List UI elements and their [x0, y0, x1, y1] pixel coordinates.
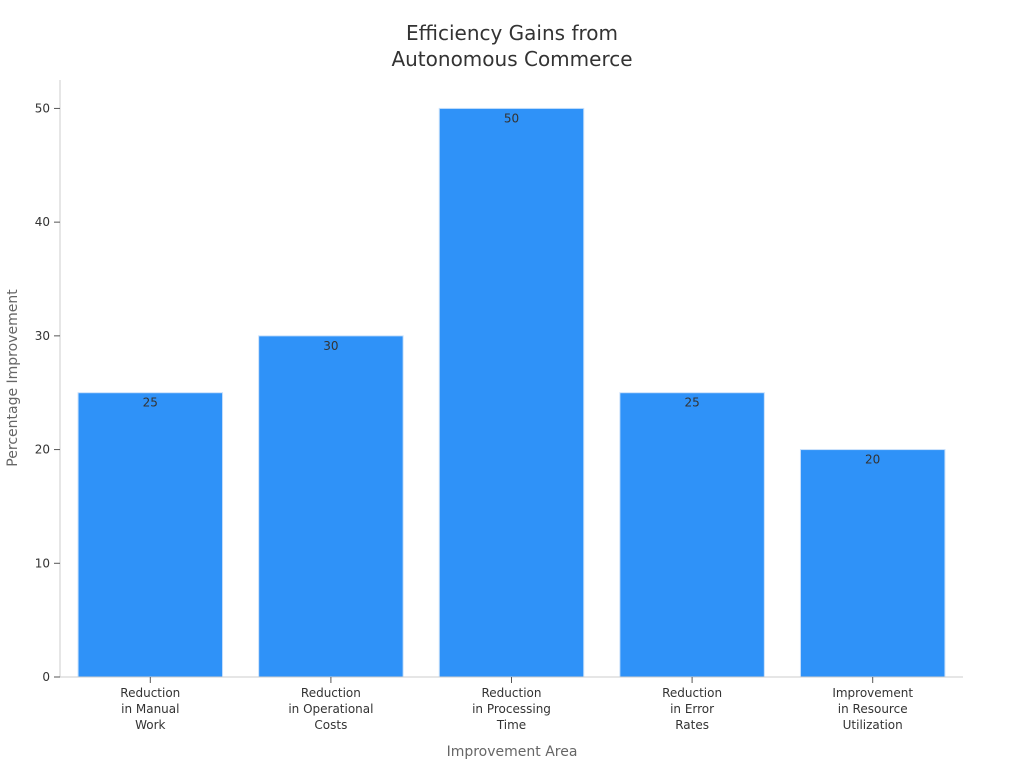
bar	[619, 392, 765, 678]
bar	[799, 449, 946, 678]
bar-value-label: 25	[684, 396, 699, 410]
x-axis-label: Improvement Area	[447, 744, 578, 760]
x-tick-label: Reduction in Error Rates	[662, 686, 722, 732]
y-axis: 0 10 20 30 40 50	[35, 80, 61, 684]
y-tick-label: 20	[35, 443, 50, 457]
x-tick-label-line: Costs	[314, 718, 347, 732]
bar	[77, 392, 224, 678]
x-tick-label: Reduction in Processing Time	[472, 686, 551, 732]
x-axis: Reduction in Manual Work Reduction in Operat…	[60, 676, 963, 732]
y-tick-label: 10	[35, 556, 50, 570]
bar	[438, 107, 585, 678]
x-tick-label-line: Utilization	[843, 718, 903, 732]
x-tick-label-line: Improvement	[832, 686, 913, 700]
x-tick-label-line: Reduction	[482, 686, 542, 700]
bar-value-label: 30	[323, 339, 338, 353]
x-tick-label-line: Reduction	[662, 686, 722, 700]
x-tick-label: Reduction in Operational Costs	[288, 686, 373, 732]
y-tick-label: 50	[35, 101, 50, 115]
y-tick-label: 30	[35, 329, 50, 343]
chart-title: Efficiency Gains from Autonomous Commerc…	[391, 21, 632, 71]
x-tick-label-line: Time	[496, 718, 526, 732]
x-tick-label-line: in Processing	[472, 702, 551, 716]
x-tick-label-line: Reduction	[301, 686, 361, 700]
x-tick-label-line: in Error	[670, 702, 714, 716]
x-tick-label-line: Work	[135, 718, 165, 732]
y-tick-label: 0	[42, 670, 50, 684]
bars: 25 30 50 25 20	[77, 107, 946, 678]
y-axis-label: Percentage Improvement	[5, 289, 21, 467]
bar-value-label: 50	[504, 111, 519, 125]
bar-value-label: 20	[865, 453, 880, 467]
x-tick-label-line: Rates	[675, 718, 709, 732]
x-tick-label-line: in Manual	[121, 702, 179, 716]
bar-value-label: 25	[143, 396, 158, 410]
x-tick-label: Reduction in Manual Work	[120, 686, 180, 732]
x-tick-label-line: in Resource	[838, 702, 908, 716]
x-tick-label: Improvement in Resource Utilization	[832, 686, 913, 732]
y-tick-label: 40	[35, 215, 50, 229]
bar	[258, 335, 404, 678]
chart-title-line-2: Autonomous Commerce	[391, 47, 632, 71]
x-tick-label-line: in Operational	[288, 702, 373, 716]
x-tick-label-line: Reduction	[120, 686, 180, 700]
chart-title-line-1: Efficiency Gains from	[406, 21, 618, 45]
